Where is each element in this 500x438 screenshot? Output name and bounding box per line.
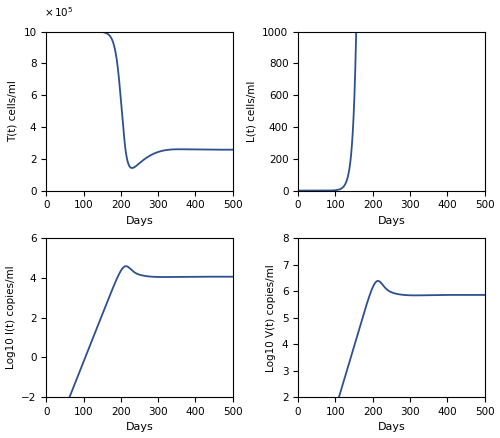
X-axis label: Days: Days [378, 422, 405, 432]
Y-axis label: T(t) cells/ml: T(t) cells/ml [8, 80, 18, 142]
Y-axis label: Log10 I(t) copies/ml: Log10 I(t) copies/ml [6, 266, 16, 370]
X-axis label: Days: Days [126, 422, 154, 432]
Y-axis label: Log10 V(t) copies/ml: Log10 V(t) copies/ml [266, 264, 276, 371]
X-axis label: Days: Days [126, 216, 154, 226]
Text: $\times\,10^5$: $\times\,10^5$ [44, 5, 74, 19]
Y-axis label: L(t) cells/ml: L(t) cells/ml [246, 81, 256, 142]
X-axis label: Days: Days [378, 216, 405, 226]
